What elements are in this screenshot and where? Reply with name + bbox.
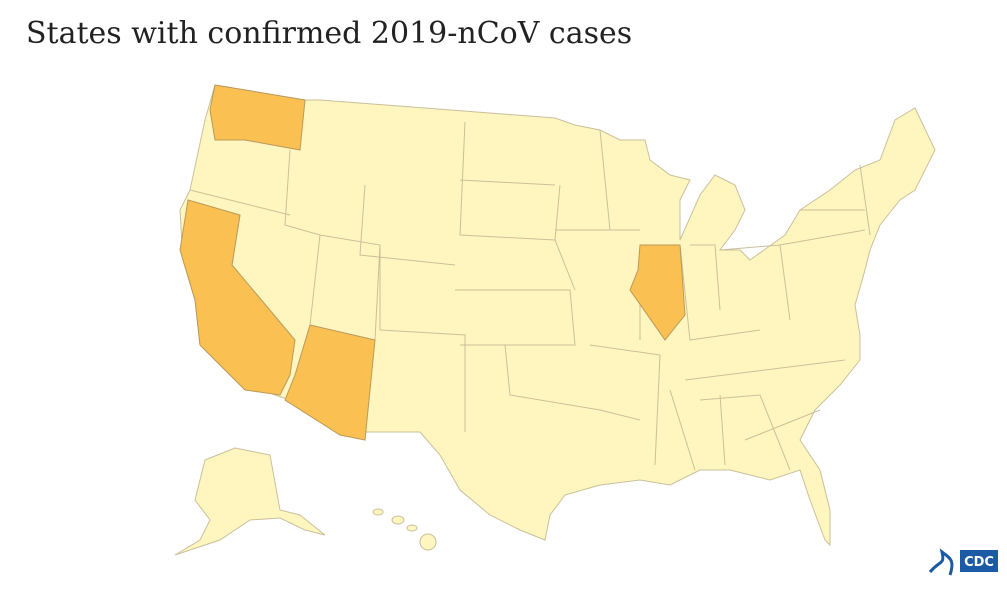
cdc-logo: CDC bbox=[928, 548, 998, 576]
map-title: States with confirmed 2019-nCoV cases bbox=[26, 16, 633, 51]
contiguous-us bbox=[179, 84, 936, 547]
state-borders bbox=[189, 121, 871, 471]
highlighted-state bbox=[179, 199, 296, 396]
highlighted-state bbox=[209, 84, 306, 151]
hawaii bbox=[372, 508, 437, 551]
highlighted-state bbox=[284, 324, 376, 441]
logo-text: CDC bbox=[964, 555, 994, 570]
alaska bbox=[174, 447, 326, 556]
highlighted-state bbox=[629, 244, 686, 341]
